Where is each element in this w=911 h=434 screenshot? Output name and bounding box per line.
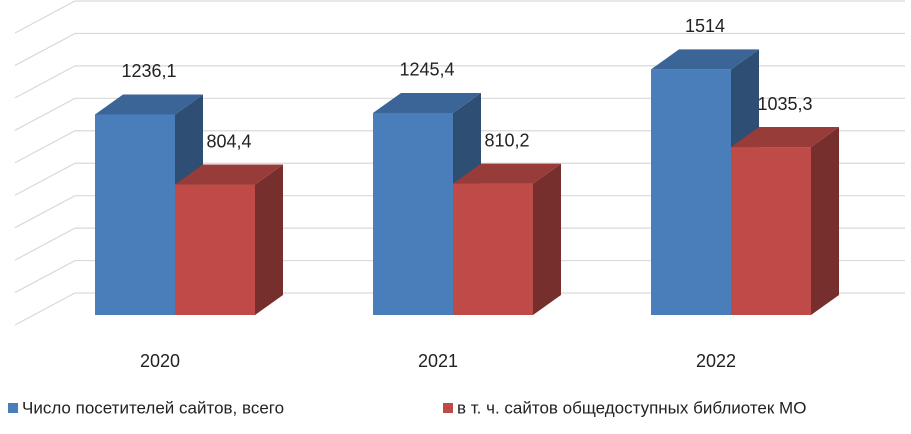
bar <box>373 112 453 315</box>
grid-line <box>14 292 905 326</box>
legend-swatch <box>8 403 18 413</box>
grid-line <box>14 227 905 261</box>
bar-top <box>453 163 561 184</box>
grid-line <box>14 97 905 131</box>
grid-line <box>14 32 905 66</box>
value-label: 810,2 <box>484 130 529 150</box>
legend-label: в т. ч. сайтов общедоступных библиотек М… <box>457 398 806 417</box>
grid-line <box>14 0 905 34</box>
legend-swatch <box>443 403 453 413</box>
grid-line <box>14 259 905 294</box>
grid-line <box>14 195 905 229</box>
grid-line <box>14 130 905 164</box>
x-tick-label: 2021 <box>418 351 458 371</box>
bar-top <box>95 94 203 115</box>
legend: Число посетителей сайтов, всего в т. ч. с… <box>8 398 806 417</box>
bar <box>731 147 811 315</box>
bar <box>95 114 175 315</box>
bar-side <box>533 163 561 315</box>
bar <box>651 69 731 315</box>
bar-top <box>651 49 759 70</box>
grid-line <box>14 162 905 196</box>
grid-line <box>14 65 905 99</box>
value-label: 1236,1 <box>121 61 176 81</box>
value-label: 1035,3 <box>757 94 812 114</box>
legend-label: Число посетителей сайтов, всего <box>22 398 284 417</box>
value-label: 1245,4 <box>399 60 454 80</box>
value-label: 1514 <box>685 16 725 36</box>
x-tick-label: 2020 <box>140 351 180 371</box>
bars: 2020 1236,1 804,4 2021 1245,4 810,2 2022 1514 10… <box>95 16 839 371</box>
bar-side <box>255 164 283 315</box>
grid <box>14 0 905 326</box>
bar <box>453 183 533 315</box>
bar-side <box>811 127 839 315</box>
x-tick-label: 2022 <box>696 351 736 371</box>
bar-top <box>731 127 839 148</box>
bar-top <box>175 164 283 185</box>
value-label: 804,4 <box>206 131 251 151</box>
bar <box>175 184 255 315</box>
bar-top <box>373 92 481 113</box>
